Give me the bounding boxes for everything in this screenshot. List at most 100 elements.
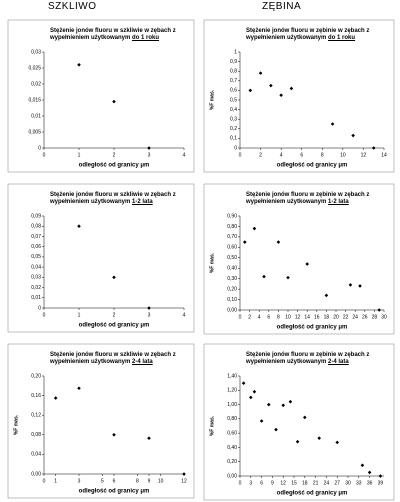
- x-tick-label: 0: [239, 152, 242, 158]
- x-tick-label: 3: [78, 478, 81, 484]
- point: [305, 262, 309, 266]
- point: [258, 71, 263, 75]
- x-tick-label: 9: [148, 478, 151, 484]
- y-tick-label: 0,7: [230, 78, 237, 84]
- y-tick-label: 1,00: [227, 402, 237, 408]
- y-tick-label: 0,60: [227, 245, 237, 251]
- x-tick-label: 16: [314, 314, 320, 320]
- x-axis-label: odległość od granicy μm: [79, 489, 150, 495]
- x-tick-label: 6: [260, 480, 263, 486]
- x-tick-label: 27: [334, 480, 340, 486]
- y-axis-label: %F mas.: [209, 252, 215, 273]
- y-tick-label: 0,08: [31, 432, 41, 438]
- title-text: Stężenie jonów fluoru w zębinie w zębach…: [246, 352, 370, 365]
- y-tick-label: 0,01: [31, 113, 41, 119]
- x-tick-label: 2: [113, 152, 116, 158]
- title-text: Stężenie jonów fluoru w szkliwie w zębac…: [50, 28, 176, 41]
- point: [77, 224, 81, 229]
- y-tick-label: 1,40: [227, 373, 237, 379]
- x-tick-label: 3: [148, 152, 151, 158]
- panel: [203, 19, 395, 173]
- point: [281, 403, 285, 408]
- y-tick-label: 0,005: [28, 129, 41, 135]
- y-tick-label: 0,04: [31, 452, 41, 458]
- x-tick-label: 12: [280, 480, 286, 486]
- y-tick-label: 0,10: [227, 297, 237, 303]
- y-tick-label: 0,2: [230, 126, 237, 132]
- point: [330, 122, 335, 126]
- title-underlined: do 1 roku: [132, 35, 160, 41]
- point: [182, 472, 186, 476]
- title-underlined: 1-2 lata: [328, 199, 349, 205]
- x-tick-label: 9: [271, 480, 274, 486]
- point: [351, 133, 355, 138]
- chart-title: Stężenie jonów fluoru w szkliwie w zębac…: [50, 192, 181, 206]
- y-tick-label: 0,00: [227, 473, 237, 479]
- point: [112, 433, 116, 437]
- point: [274, 427, 278, 432]
- y-tick-label: 0,40: [227, 266, 237, 272]
- x-tick-label: 12: [181, 478, 187, 484]
- point: [267, 402, 271, 407]
- point: [53, 396, 58, 400]
- x-tick-label: 4: [280, 152, 283, 158]
- y-tick-label: 0,8: [230, 69, 237, 75]
- panel: [7, 19, 195, 173]
- y-tick-label: 0,02: [31, 81, 41, 87]
- y-tick-label: 0,08: [31, 224, 41, 230]
- title-text: Stężenie jonów fluoru w szkliwie w zębac…: [50, 352, 176, 365]
- y-tick-label: 0: [38, 145, 41, 151]
- y-tick-label: 0,07: [31, 234, 41, 240]
- x-tick-label: 0: [239, 480, 242, 486]
- x-axis-label: odległość od granicy μm: [277, 163, 348, 169]
- x-tick-label: 3: [249, 480, 252, 486]
- point: [358, 284, 362, 288]
- panel: [7, 183, 195, 333]
- x-tick-label: 10: [158, 478, 164, 484]
- chart-title: Stężenie jonów fluoru w zębinie w zębach…: [246, 28, 381, 42]
- point: [259, 419, 264, 423]
- y-tick-label: 0,20: [227, 459, 237, 465]
- title-underlined: 1-2 lata: [132, 199, 153, 205]
- point: [112, 275, 116, 280]
- y-tick-label: 0,1: [230, 136, 237, 142]
- point: [147, 306, 151, 310]
- x-tick-label: 4: [183, 312, 186, 318]
- title-text: Stężenie jonów fluoru w szkliwie w zębac…: [50, 192, 176, 205]
- x-tick-label: 8: [136, 478, 139, 484]
- y-tick-label: 0,16: [31, 393, 41, 399]
- panel: [203, 343, 395, 501]
- x-tick-label: 21: [313, 480, 319, 486]
- y-tick-label: 1,20: [227, 388, 237, 394]
- x-tick-label: 4: [183, 152, 186, 158]
- panel: [7, 343, 195, 499]
- column-header: ZĘBINA: [262, 1, 302, 12]
- x-tick-label: 28: [372, 314, 378, 320]
- point: [367, 470, 372, 475]
- point: [295, 439, 300, 444]
- x-tick-label: 33: [356, 480, 362, 486]
- y-tick-label: 1: [234, 49, 237, 55]
- x-tick-label: 0: [43, 478, 46, 484]
- point: [252, 226, 257, 231]
- x-tick-label: 6: [113, 478, 116, 484]
- point: [276, 240, 281, 244]
- y-tick-label: 0: [234, 145, 237, 151]
- title-underlined: do 1 roku: [328, 35, 356, 41]
- title-text: Stężenie jonów fluoru w zębinie w zębach…: [246, 192, 370, 205]
- point: [324, 293, 329, 298]
- x-axis-label: odległość od granicy μm: [277, 491, 348, 497]
- panel: [203, 183, 395, 335]
- x-tick-label: 26: [362, 314, 368, 320]
- x-tick-label: 0: [43, 312, 46, 318]
- point: [147, 436, 151, 441]
- point: [377, 308, 381, 312]
- x-axis-label: odległość od granicy μm: [277, 325, 348, 331]
- point: [241, 381, 246, 385]
- point: [252, 389, 257, 394]
- x-tick-label: 14: [304, 314, 310, 320]
- y-axis-label: %F mas.: [209, 415, 215, 436]
- x-tick-label: 39: [378, 480, 384, 486]
- x-tick-label: 18: [324, 314, 330, 320]
